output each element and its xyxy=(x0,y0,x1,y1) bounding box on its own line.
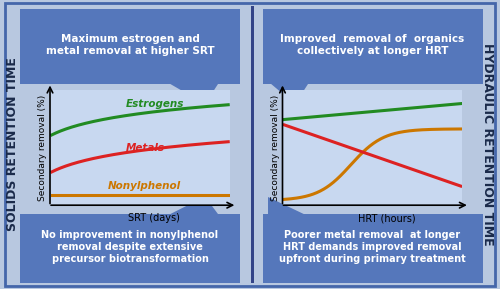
Y-axis label: Secondary removal (%): Secondary removal (%) xyxy=(38,94,47,201)
FancyBboxPatch shape xyxy=(20,9,240,84)
FancyBboxPatch shape xyxy=(20,214,240,283)
Polygon shape xyxy=(165,81,220,104)
X-axis label: HRT (hours): HRT (hours) xyxy=(358,213,416,223)
Text: Maximum estrogen and
metal removal at higher SRT: Maximum estrogen and metal removal at hi… xyxy=(46,34,214,55)
Text: Metals: Metals xyxy=(126,143,164,153)
FancyBboxPatch shape xyxy=(251,6,254,283)
FancyBboxPatch shape xyxy=(5,3,495,286)
Text: No improvement in nonylphenol
removal despite extensive
precursor biotransformat: No improvement in nonylphenol removal de… xyxy=(42,231,218,264)
Text: Estrogens: Estrogens xyxy=(126,99,184,109)
Text: HYDRAULIC RETENTION TIME: HYDRAULIC RETENTION TIME xyxy=(481,43,494,246)
Text: Poorer metal removal  at longer
HRT demands improved removal
upfront during prim: Poorer metal removal at longer HRT deman… xyxy=(279,231,466,264)
Text: Nonylphenol: Nonylphenol xyxy=(108,181,180,191)
Text: SOLIDS RETENTION TIME: SOLIDS RETENTION TIME xyxy=(6,58,19,231)
Polygon shape xyxy=(268,197,310,217)
Text: Improved  removal of  organics
collectively at longer HRT: Improved removal of organics collectivel… xyxy=(280,34,464,55)
X-axis label: SRT (days): SRT (days) xyxy=(128,213,180,223)
Polygon shape xyxy=(165,197,220,217)
FancyBboxPatch shape xyxy=(262,214,482,283)
Y-axis label: Secondary removal (%): Secondary removal (%) xyxy=(270,94,280,201)
FancyBboxPatch shape xyxy=(262,9,482,84)
Polygon shape xyxy=(268,81,310,104)
